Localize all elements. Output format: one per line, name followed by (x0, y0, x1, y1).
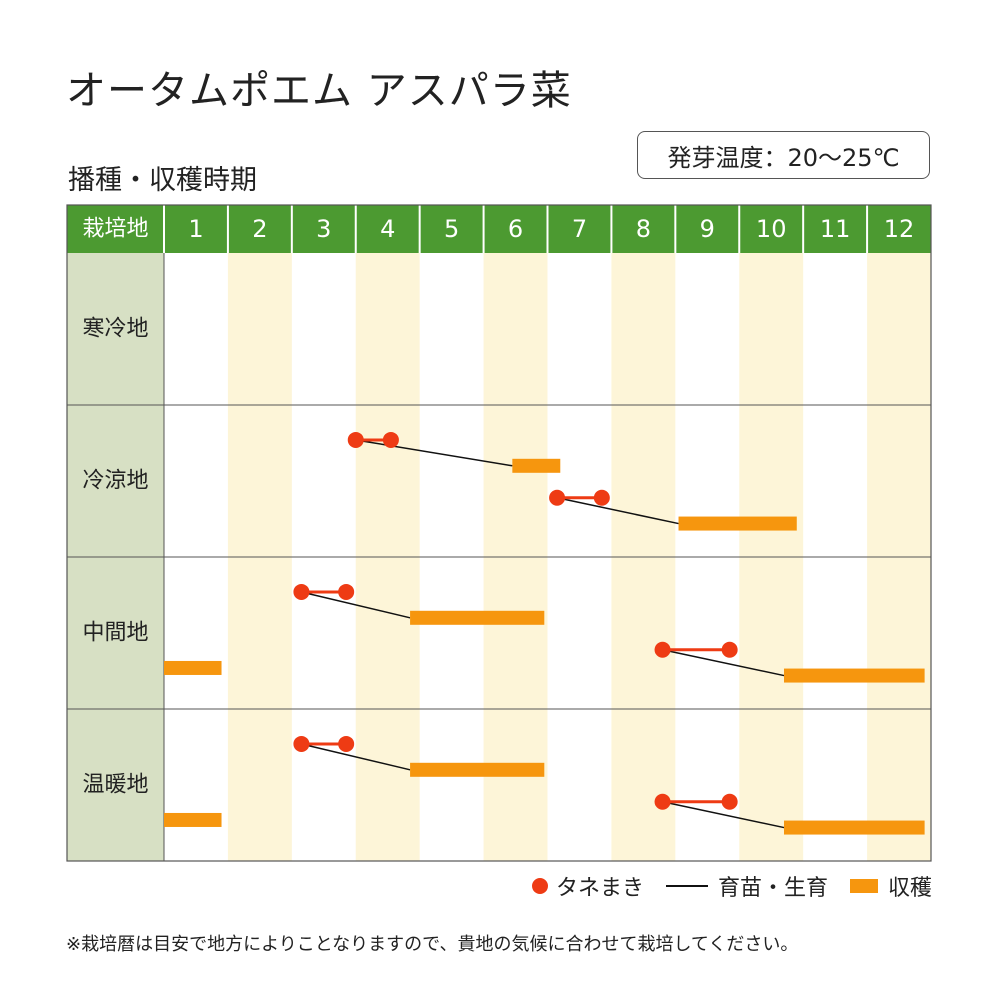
month-label-11: 11 (820, 215, 851, 243)
sowing-dot (654, 641, 671, 658)
harvest-bar-icon (849, 879, 878, 893)
sowing-dot (721, 641, 738, 658)
harvest-bar (410, 762, 545, 777)
sowing-dot (593, 489, 610, 506)
legend-label-sowing: タネまき (555, 876, 644, 901)
month-label-12: 12 (884, 215, 915, 243)
month-label-5: 5 (444, 215, 459, 243)
growing-line-icon (665, 885, 708, 887)
harvest-bar (164, 812, 222, 827)
germination-temp-badge: 発芽温度：20〜25℃ (637, 131, 930, 179)
region-label: 寒冷地 (82, 317, 148, 342)
harvest-bar (164, 660, 222, 675)
region-label: 冷涼地 (82, 469, 148, 494)
chart-subtitle: 播種・収穫時期 (68, 165, 257, 196)
sowing-dot (338, 583, 355, 600)
growing-line (301, 591, 411, 619)
sowing-dot (338, 735, 355, 752)
page-title: オータムポエム アスパラ菜 (66, 68, 572, 114)
month-label-3: 3 (316, 215, 331, 243)
growing-line (301, 743, 411, 771)
sowing-dot (293, 583, 310, 600)
harvest-bar (783, 820, 925, 835)
sowing-dot (382, 431, 399, 448)
sowing-dot (293, 735, 310, 752)
month-label-2: 2 (252, 215, 267, 243)
sowing-dot (549, 489, 566, 506)
harvest-bar (512, 458, 561, 473)
legend-label-harvest: 収穫 (887, 876, 932, 901)
growing-line (662, 800, 785, 829)
germination-temp-text: 発芽温度：20〜25℃ (667, 143, 900, 172)
legend-item-growing: 育苗・生育 (665, 870, 828, 902)
month-label-9: 9 (700, 215, 715, 243)
sowing-dot (654, 793, 671, 810)
sowing-dot (721, 793, 738, 810)
sowing-dot (347, 431, 364, 448)
region-label: 中間地 (82, 621, 148, 646)
harvest-bar (783, 668, 925, 683)
growing-line (662, 648, 785, 677)
harvest-bar (410, 610, 545, 625)
chart-header-background (67, 205, 931, 253)
region-label: 温暖地 (82, 773, 148, 798)
footnote: ※栽培暦は目安で地方によりことなりますので、貴地の気候に合わせて栽培してください… (66, 934, 799, 955)
growing-line (556, 496, 679, 525)
month-label-10: 10 (756, 215, 787, 243)
month-label-1: 1 (188, 215, 203, 243)
legend-item-sowing: タネまき (531, 870, 644, 902)
growing-line (355, 439, 513, 467)
legend-item-harvest: 収穫 (849, 870, 932, 902)
sowing-dot-icon (531, 878, 548, 894)
month-label-7: 7 (572, 215, 587, 243)
header-region-label: 栽培地 (82, 217, 148, 242)
month-label-6: 6 (508, 215, 523, 243)
month-label-8: 8 (636, 215, 651, 243)
legend-label-growing: 育苗・生育 (717, 876, 828, 901)
chart-border (66, 204, 932, 862)
chart-legend: タネまき 育苗・生育 収穫 (510, 870, 932, 902)
harvest-bar (678, 516, 797, 531)
month-label-4: 4 (380, 215, 395, 243)
